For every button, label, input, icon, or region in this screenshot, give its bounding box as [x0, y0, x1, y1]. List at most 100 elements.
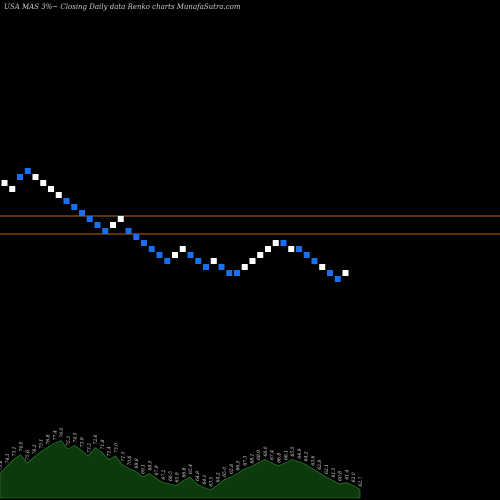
renko-brick-down: [187, 252, 194, 258]
level-lines: [0, 215, 500, 235]
renko-brick-down: [226, 270, 233, 276]
renko-brick-down: [195, 258, 202, 264]
volume-label: 65.8: [229, 464, 235, 474]
renko-brick-down: [303, 252, 310, 258]
volume-label: 69.1: [141, 464, 147, 474]
renko-brick-up: [257, 252, 264, 258]
renko-brick-down: [86, 216, 93, 222]
volume-label: 77.4: [52, 430, 58, 440]
volume-label: 67.3: [243, 455, 249, 465]
volume-label: 60.8: [338, 471, 344, 481]
renko-brick-down: [156, 252, 163, 258]
volume-label: 65.0: [222, 467, 228, 477]
volume-label: 65.5: [290, 446, 296, 456]
renko-brick-up: [342, 270, 349, 276]
volume-label: 66.8: [181, 467, 187, 477]
renko-brick-up: [265, 246, 271, 252]
volume-area-path: [0, 440, 361, 499]
renko-brick-up: [110, 222, 116, 228]
volume-label: 64.8: [195, 471, 201, 481]
volume-label: 66.5: [236, 460, 242, 470]
renko-brick-up: [249, 258, 256, 264]
volume-label: 76.8: [46, 434, 52, 444]
renko-brick-down: [203, 264, 209, 270]
volume-label: 62.8: [317, 460, 323, 470]
volume-label: 65.9: [175, 472, 181, 482]
renko-brick-up: [179, 246, 186, 252]
volume-label: 73.9: [80, 437, 86, 447]
renko-brick-up: [117, 216, 124, 222]
volume-label: 64.2: [215, 472, 221, 482]
renko-brick-up: [288, 246, 295, 252]
renko-brick-down: [17, 174, 23, 180]
renko-brick-down: [218, 264, 225, 270]
volume-label: 65.4: [188, 464, 194, 474]
volume-label: 66.1: [283, 450, 289, 460]
volume-label: 71.8: [100, 439, 106, 449]
renko-brick-down: [334, 276, 341, 282]
volume-label: 74.3: [5, 453, 11, 463]
renko-brick-up: [1, 180, 8, 186]
volume-label: 76.0: [59, 427, 65, 437]
volume-label: 70.6: [127, 455, 133, 465]
renko-brick-down: [24, 168, 31, 174]
renko-brick-down: [63, 198, 70, 204]
volume-label: 66.8: [276, 453, 282, 463]
renko-brick-down: [164, 258, 171, 264]
volume-label: 63.5: [209, 476, 215, 486]
volume-label: 62.0: [351, 472, 357, 482]
renko-brick-down: [327, 270, 333, 276]
volume-labels: 75.874.373.1 74.075.676.275.1 76.8 77.4 76.0…: [0, 427, 364, 486]
volume-label: 61.5: [331, 467, 337, 477]
renko-brick-down: [102, 228, 109, 234]
volume-label: 75.1: [39, 439, 45, 449]
renko-brick-down: [148, 246, 155, 252]
renko-brick-up: [48, 186, 54, 192]
volume-label: 67.9: [154, 465, 160, 475]
volume-label: 73.2: [86, 443, 92, 453]
renko-brick-up: [272, 240, 279, 246]
chart-title: USA MAS 3%~ Closing Daily data Renko cha…: [4, 3, 241, 11]
renko-brick-down: [234, 270, 240, 276]
renko-brick-up: [32, 174, 39, 180]
volume-label: 73.0: [113, 443, 119, 453]
volume-label: 76.2: [32, 444, 38, 454]
renko-brick-down: [296, 246, 302, 252]
renko-bricks: [1, 168, 349, 282]
volume-label: 75.3: [66, 436, 72, 446]
volume-label: 68.9: [256, 450, 262, 460]
renko-brick-down: [125, 228, 132, 234]
volume-label: 68.1: [249, 453, 255, 463]
volume-label: 61.4: [344, 469, 350, 479]
renko-brick-up: [172, 252, 178, 258]
renko-brick-up: [40, 180, 47, 186]
volume-label: 69.8: [134, 458, 140, 468]
volume-label: 74.5: [73, 432, 79, 442]
volume-label: 72.4: [107, 446, 113, 456]
volume-label: 68.5: [147, 460, 153, 470]
volume-label: 62.1: [324, 464, 330, 474]
renko-brick-down: [94, 222, 101, 228]
volume-area: [0, 440, 361, 499]
renko-brick-down: [141, 240, 147, 246]
volume-label: 75.6: [25, 450, 31, 460]
volume-label: 73.1: [12, 446, 18, 456]
volume-label: 63.6: [310, 455, 316, 465]
renko-brick-up: [210, 258, 217, 264]
renko-brick-down: [79, 210, 85, 216]
volume-label: 67.2: [161, 469, 167, 479]
renko-brick-down: [133, 234, 140, 240]
volume-label: 62.7: [358, 476, 364, 486]
renko-brick-up: [241, 264, 248, 270]
volume-label: 71.5: [120, 451, 126, 461]
renko-brick-down: [71, 204, 78, 210]
volume-label: 66.5: [168, 471, 174, 481]
volume-label: 67.4: [270, 450, 276, 460]
renko-brick-up: [9, 186, 16, 192]
volume-label: 74.0: [18, 441, 24, 451]
volume-label: 75.8: [0, 460, 4, 470]
volume-label: 64.2: [304, 451, 310, 461]
renko-brick-up: [319, 264, 326, 270]
volume-label: 72.6: [93, 434, 99, 444]
